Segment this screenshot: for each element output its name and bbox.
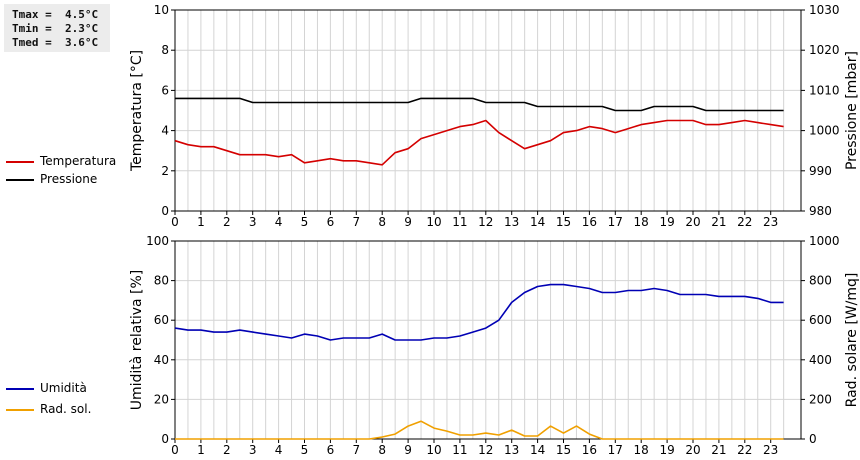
x-tick-label: 3 bbox=[249, 443, 257, 457]
plot-frame bbox=[174, 240, 802, 440]
x-tick-label: 19 bbox=[659, 215, 674, 229]
x-tick-label: 0 bbox=[171, 215, 179, 229]
x-tick-label: 23 bbox=[763, 215, 778, 229]
x-tick-label: 7 bbox=[352, 215, 360, 229]
plot-frame bbox=[174, 9, 802, 212]
x-tick-label: 13 bbox=[504, 443, 519, 457]
legend-temperatura-swatch bbox=[6, 161, 34, 163]
x-tick-label: 5 bbox=[301, 443, 309, 457]
x-tick-label: 23 bbox=[763, 443, 778, 457]
legend-temperatura-label: Temperatura bbox=[40, 154, 117, 168]
series-umidit-line bbox=[174, 283, 784, 341]
x-tick-label: 0 bbox=[171, 443, 179, 457]
x-tick-label: 6 bbox=[327, 215, 335, 229]
x-tick-label: 16 bbox=[582, 443, 597, 457]
x-tick-label: 21 bbox=[711, 443, 726, 457]
series-rad-sol-line bbox=[175, 420, 784, 440]
x-tick-label: 19 bbox=[659, 443, 674, 457]
x-tick-label: 12 bbox=[478, 443, 493, 457]
y-right-tick-label: 990 bbox=[809, 164, 832, 178]
x-tick-label: 17 bbox=[608, 443, 623, 457]
y-right-tick-label: 1000 bbox=[809, 234, 840, 248]
x-tick-label: 3 bbox=[249, 215, 257, 229]
y-left-axis-title: Temperatura [°C] bbox=[129, 50, 145, 172]
y-right-axis-title: Rad. solare [W/mq] bbox=[844, 273, 860, 408]
legend-umidita-label: Umidità bbox=[40, 381, 87, 395]
y-left-axis-title: Umidità relativa [%] bbox=[129, 270, 145, 411]
y-left-tick-label: 4 bbox=[161, 124, 169, 138]
x-tick-label: 7 bbox=[352, 443, 360, 457]
y-left-tick-label: 2 bbox=[161, 164, 169, 178]
x-tick-label: 12 bbox=[478, 215, 493, 229]
x-tick-label: 11 bbox=[452, 215, 467, 229]
y-right-tick-label: 1000 bbox=[809, 124, 840, 138]
y-right-tick-label: 600 bbox=[809, 313, 832, 327]
x-tick-label: 9 bbox=[404, 215, 412, 229]
x-tick-label: 8 bbox=[378, 443, 386, 457]
legend-radsol-swatch bbox=[6, 409, 34, 411]
legend-umidita-swatch bbox=[6, 388, 34, 390]
y-right-tick-label: 400 bbox=[809, 353, 832, 367]
x-tick-label: 21 bbox=[711, 215, 726, 229]
y-left-tick-label: 6 bbox=[161, 83, 169, 97]
legend-radsol-label: Rad. sol. bbox=[40, 402, 92, 416]
x-tick-label: 14 bbox=[530, 215, 545, 229]
x-tick-label: 2 bbox=[223, 443, 231, 457]
stat-tmax: Tmax = 4.5°C bbox=[12, 8, 99, 21]
y-right-tick-label: 0 bbox=[809, 432, 817, 446]
x-tick-label: 4 bbox=[275, 443, 283, 457]
x-tick-label: 4 bbox=[275, 215, 283, 229]
x-tick-label: 9 bbox=[404, 443, 412, 457]
x-tick-label: 18 bbox=[634, 443, 649, 457]
y-left-tick-label: 40 bbox=[154, 353, 169, 367]
stat-tmin: Tmin = 2.3°C bbox=[12, 22, 99, 35]
y-right-tick-label: 200 bbox=[809, 392, 832, 406]
stat-tmed: Tmed = 3.6°C bbox=[12, 36, 99, 49]
y-right-tick-label: 1030 bbox=[809, 3, 840, 17]
y-left-tick-label: 60 bbox=[154, 313, 169, 327]
y-right-axis-title: Pressione [mbar] bbox=[844, 51, 860, 170]
x-tick-label: 17 bbox=[608, 215, 623, 229]
x-tick-label: 22 bbox=[737, 215, 752, 229]
x-tick-label: 14 bbox=[530, 443, 545, 457]
x-tick-label: 1 bbox=[197, 215, 205, 229]
x-tick-label: 22 bbox=[737, 443, 752, 457]
y-right-tick-label: 1020 bbox=[809, 43, 840, 57]
legend-pressione-label: Pressione bbox=[40, 172, 98, 186]
x-tick-label: 16 bbox=[582, 215, 597, 229]
y-left-tick-label: 10 bbox=[154, 3, 169, 17]
x-tick-label: 11 bbox=[452, 443, 467, 457]
x-tick-label: 10 bbox=[426, 215, 441, 229]
x-tick-label: 6 bbox=[327, 443, 335, 457]
y-right-tick-label: 1010 bbox=[809, 83, 840, 97]
x-tick-label: 1 bbox=[197, 443, 205, 457]
stats-box: Tmax = 4.5°C Tmin = 2.3°C Tmed = 3.6°C bbox=[4, 4, 110, 52]
x-tick-label: 8 bbox=[378, 215, 386, 229]
series-temperatura-line bbox=[174, 119, 784, 166]
x-tick-label: 15 bbox=[556, 215, 571, 229]
series-pressione-line bbox=[175, 97, 784, 112]
x-tick-label: 5 bbox=[301, 215, 309, 229]
y-left-tick-label: 0 bbox=[161, 204, 169, 218]
x-tick-label: 10 bbox=[426, 443, 441, 457]
x-tick-label: 15 bbox=[556, 443, 571, 457]
x-tick-label: 2 bbox=[223, 215, 231, 229]
y-left-tick-label: 80 bbox=[154, 274, 169, 288]
y-left-tick-label: 100 bbox=[146, 234, 169, 248]
x-tick-label: 20 bbox=[685, 443, 700, 457]
y-left-tick-label: 20 bbox=[154, 392, 169, 406]
y-left-tick-label: 8 bbox=[161, 43, 169, 57]
y-right-tick-label: 800 bbox=[809, 274, 832, 288]
x-tick-label: 20 bbox=[685, 215, 700, 229]
legend-pressione-swatch bbox=[6, 179, 34, 181]
x-tick-label: 18 bbox=[634, 215, 649, 229]
x-tick-label: 13 bbox=[504, 215, 519, 229]
y-left-tick-label: 0 bbox=[161, 432, 169, 446]
y-right-tick-label: 980 bbox=[809, 204, 832, 218]
